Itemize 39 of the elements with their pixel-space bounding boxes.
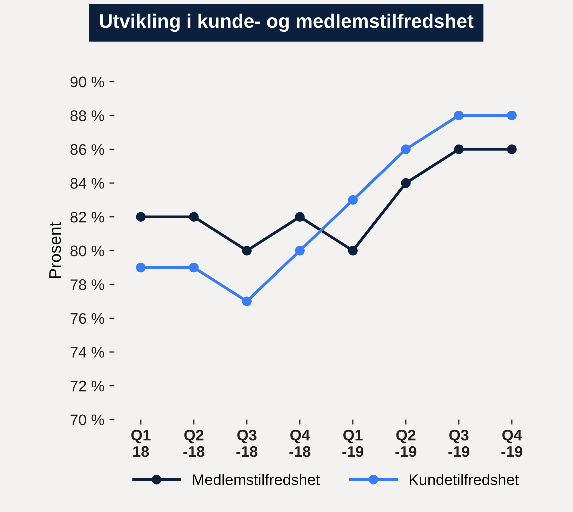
point (136, 212, 146, 222)
legend-label: Medlemstilfredshet (193, 474, 320, 486)
point (454, 110, 464, 121)
x-tick-label: Q1 18 (132, 430, 151, 458)
y-tick-label: 72 % (70, 380, 104, 392)
point (454, 144, 464, 154)
point (295, 246, 305, 256)
point (348, 195, 358, 206)
x-tick-label: Q4 -19 (502, 430, 523, 458)
point (189, 262, 199, 273)
y-tick-label: 86 % (70, 144, 104, 156)
point (295, 212, 305, 222)
y-tick-label: 76 % (70, 313, 104, 324)
point (507, 144, 517, 154)
x-tick-label: Q1 -19 (342, 430, 364, 458)
y-tick-label: 88 % (70, 110, 104, 122)
y-tick-label: 80 % (70, 246, 104, 257)
x-tick-label: Q2 -18 (184, 430, 205, 458)
y-axis-title: Prosent (50, 222, 62, 278)
point (136, 262, 146, 273)
point (401, 178, 411, 188)
y-tick-label: 78 % (70, 280, 104, 290)
point (242, 246, 252, 256)
y-tick-label: 74 % (70, 347, 104, 358)
y-tick-label: 82 % (70, 212, 104, 223)
point (189, 212, 199, 222)
y-tick-label: 70 % (70, 414, 104, 426)
x-tick-label: Q3 -19 (448, 430, 470, 458)
point (401, 144, 411, 154)
point (242, 296, 252, 306)
x-tick-label: Q4 -18 (290, 430, 311, 458)
point (507, 110, 517, 121)
legend-label: Kundetilfredshet (410, 474, 520, 486)
y-tick-label: 90 % (70, 76, 104, 88)
chart-title: Utvikling i kunde- og medlemstilfredshet (100, 14, 474, 32)
y-tick-label: 84 % (70, 178, 104, 189)
x-tick-label: Q2 -19 (396, 430, 417, 458)
x-tick-label: Q3 -18 (236, 430, 258, 458)
point (348, 246, 358, 256)
